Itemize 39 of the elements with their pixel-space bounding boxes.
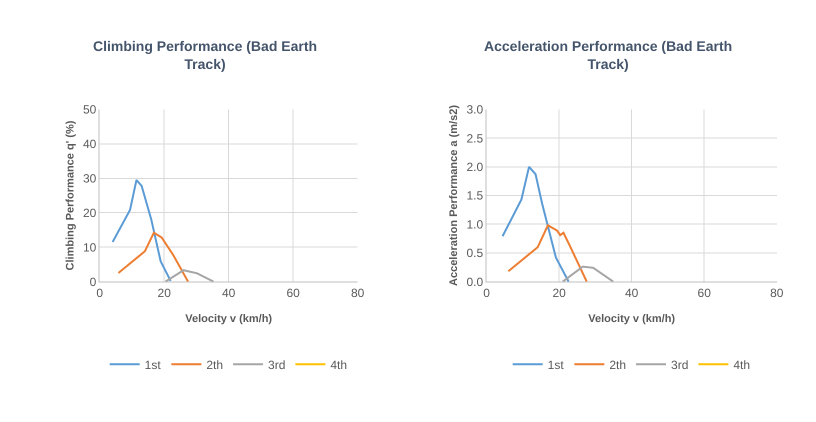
line-series [502,166,570,282]
y-tick-label: 30 [82,171,97,186]
y-tick-label: 40 [82,137,97,152]
y-axis-title: Acceleration Performance a (m/s2) [448,104,460,286]
y-tick-label: 1.0 [466,217,484,232]
legend-label: 4th [733,358,750,372]
y-tick-label: 0.5 [466,246,484,260]
y-tick-label: 2.5 [466,131,484,146]
x-tick-label: 80 [770,286,784,300]
legend-label: 1st [144,358,162,372]
chart-title: Acceleration Performance (Bad Earth Track) [484,38,732,72]
y-tick-label: 0 [90,274,97,289]
y-tick-label: 1.5 [466,188,484,203]
x-tick-label: 20 [158,286,172,300]
x-tick-label: 60 [698,286,712,300]
legend-label: 2th [206,358,224,372]
legend-label: 3rd [268,358,286,372]
legend-label: 1st [548,358,564,372]
legend-label: 4th [330,358,348,372]
legend-label: 3rd [671,358,688,372]
legend-label: 2th [609,358,626,372]
x-tick-label: 60 [286,286,300,300]
y-tick-label: 50 [82,102,97,117]
chart-title: Climbing Performance (Bad Earth Track) [93,38,318,72]
y-tick-label: 2.0 [466,160,484,174]
line-series [507,224,588,282]
line-series [112,179,172,282]
y-tick-label: 20 [82,206,97,220]
x-tick-label: 80 [350,286,365,300]
x-axis-title: Velocity v (km/h) [185,313,272,326]
y-tick-label: 10 [82,240,97,254]
y-axis-title: Climbing Performance q' (%) [64,120,77,270]
y-tick-label: 3.0 [466,102,484,117]
x-axis-title: Velocity v (km/h) [588,313,676,326]
x-tick-label: 40 [222,286,236,300]
x-tick-label: 20 [552,286,566,300]
line-series [117,232,190,282]
x-tick-label: 40 [625,286,639,300]
y-tick-label: 0.0 [466,274,484,289]
